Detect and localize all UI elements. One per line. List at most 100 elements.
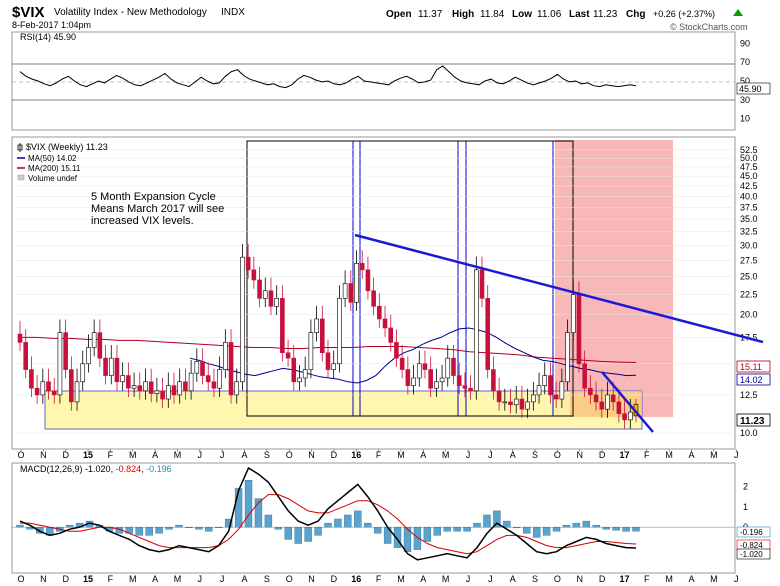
macd-histogram-bar [523,527,531,534]
x-axis-label: A [152,450,158,460]
price-candle [108,357,114,376]
macd-histogram-bar [592,524,600,528]
x-axis-label: M [397,574,405,584]
price-tick-label: 27.5 [740,255,758,265]
macd-tick-label: 2 [743,481,748,491]
macd-histogram-bar [185,527,193,528]
x-axis-label: A [688,574,694,584]
x-axis-label: J [488,574,493,584]
price-candle [599,401,605,410]
price-candle [120,375,125,383]
x-axis-label: M [710,450,718,460]
price-tick-label: 50.0 [740,153,758,163]
price-candle [137,385,143,392]
price-tick-label: 22.5 [740,290,758,300]
price-candle [171,385,177,396]
x-axis-label: N [40,450,47,460]
x-axis-label: J [734,450,739,460]
price-candle [388,327,394,343]
x-axis-label: J [198,574,203,584]
price-candle [405,369,411,386]
x-axis-label: M [129,574,137,584]
macd-histogram-bar [483,514,491,528]
rsi-panel: RSI(14) 45.90 90 70 50 30 10 45.90 [11,31,771,131]
macd-histogram-bar [354,510,362,528]
ma200-tag: 15.11 [740,362,762,372]
macd-histogram-bar [304,527,312,542]
price-candle [223,342,228,370]
macd-histogram-bar [473,522,481,528]
last-value: 11.23 [593,9,618,20]
macd-histogram-bar [463,527,471,532]
price-candle [416,363,422,379]
macd-histogram-bar [324,522,332,528]
macd-line [19,466,637,561]
price-candle [382,318,388,329]
chart-exchange: INDX [221,7,245,18]
projection-zone [555,140,673,417]
macd-histogram-bar [155,527,163,534]
macd-histogram-bar [612,527,620,531]
price-tick-label: 52.5 [740,145,758,155]
x-axis-label: M [710,574,718,584]
price-candle [228,342,234,396]
macd-panel: MACD(12,26,9) -1.020, -0.824, -0.196 210… [11,462,771,574]
macd-histogram-bar [314,527,322,536]
macd-histogram-bar [393,527,402,548]
price-tick-label: 25.0 [740,272,758,282]
price-candle [160,390,165,400]
price-candle [610,394,616,403]
x-axis-label: J [466,574,471,584]
x-axis-label: F [108,574,114,584]
x-axis-bottom: O N D 15 F M A M J J A S O N D 16 F M A M J J A S O N D 17 F M A M J [17,574,738,584]
price-candle [262,290,268,299]
price-candle [365,269,371,292]
x-axis-label: N [40,574,47,584]
x-axis-label: F [644,574,650,584]
price-candle [559,381,565,400]
high-label: High [452,9,474,20]
x-axis-label: J [220,574,225,584]
last-price-tag: 11.23 [740,416,765,427]
price-candle [513,398,519,406]
macd-histogram-bar [175,524,183,528]
legend-volume: Volume undef [28,174,78,183]
price-candle [588,387,593,396]
macd-histogram-bar [36,527,44,534]
x-axis-label: F [644,450,650,460]
price-candle [211,381,217,389]
price-candle [194,361,200,374]
x-axis-label: S [264,574,270,584]
macd-histogram-bar [552,527,561,532]
macd-histogram-bar [373,527,382,534]
price-candle [17,333,23,343]
price-candle [576,294,582,365]
x-axis-label: D [62,450,69,460]
macd-histogram-bar [542,527,551,536]
price-tick-label: 40.0 [740,191,758,201]
annotation-line-1: 5 Month Expansion Cycle [91,191,216,203]
price-candle [525,401,530,410]
price-tick-label: 37.5 [740,202,758,212]
price-tick-label: 10.0 [740,428,758,438]
price-candle [314,318,319,333]
price-candle [553,394,559,400]
last-label: Last [569,9,590,20]
price-candle [143,381,148,392]
macd-histogram-bar [284,527,292,540]
candlestick-icon [17,143,23,152]
macd-histogram-bar [413,527,422,550]
price-candle [337,298,342,365]
ma50-line [189,327,637,384]
price-candle [451,357,456,376]
price-candle [274,298,279,307]
macd-histogram-bar [403,527,412,552]
rsi-tick-label: 90 [740,38,750,48]
x-axis-label: D [331,574,338,584]
price-tick-label: 30.0 [740,240,758,250]
x-axis-label: J [466,450,471,460]
price-tick-label: 45.0 [740,171,758,181]
price-candle [616,401,622,414]
chart-symbol: $VIX [12,4,45,21]
x-axis-label: S [532,450,538,460]
